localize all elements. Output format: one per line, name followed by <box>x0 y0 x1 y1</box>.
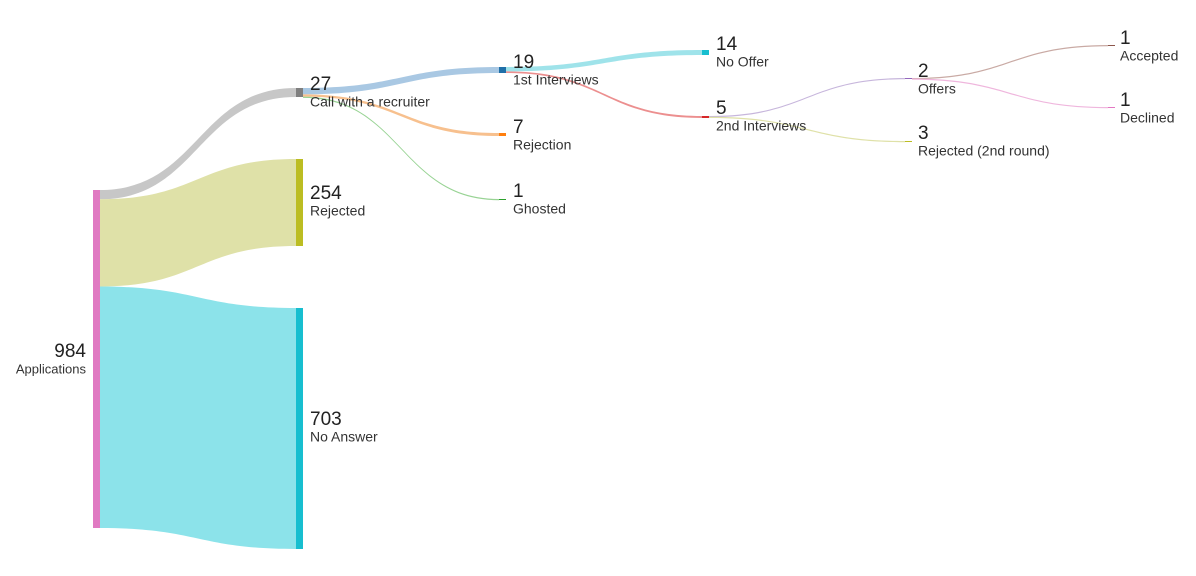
node-bar-no_answer <box>296 308 303 549</box>
nodes-layer <box>93 45 1115 549</box>
link-applications-to-call <box>100 88 296 200</box>
node-value-no_offer: 14 <box>716 34 738 55</box>
node-value-rejected: 254 <box>310 183 342 204</box>
node-label-ghosted: Ghosted <box>513 201 566 217</box>
node-label-call: Call with a recruiter <box>310 94 430 110</box>
node-value-ghosted: 1 <box>513 181 524 202</box>
node-value-first_interviews: 19 <box>513 52 534 73</box>
node-label-rejected_2nd: Rejected (2nd round) <box>918 143 1050 159</box>
node-value-declined: 1 <box>1120 90 1131 111</box>
link-first_interviews-to-second_interviews <box>506 71 702 118</box>
node-bar-rejected_2nd <box>905 141 912 142</box>
node-bar-second_interviews <box>702 116 709 118</box>
node-bar-call <box>296 88 303 97</box>
node-label-declined: Declined <box>1120 110 1174 126</box>
node-label-rejection: Rejection <box>513 137 571 153</box>
node-value-accepted: 1 <box>1120 28 1131 49</box>
node-value-call: 27 <box>310 74 331 95</box>
node-label-accepted: Accepted <box>1120 48 1178 64</box>
link-call-to-ghosted <box>303 96 499 201</box>
node-bar-ghosted <box>499 199 506 200</box>
link-first_interviews-to-no_offer <box>506 50 702 72</box>
links-layer <box>100 45 1108 549</box>
node-bar-rejection <box>499 133 506 136</box>
link-applications-to-no_answer <box>100 286 296 549</box>
node-value-applications: 984 <box>54 341 86 362</box>
link-offers-to-declined <box>912 78 1108 109</box>
node-label-offers: Offers <box>918 81 956 97</box>
node-label-no_offer: No Offer <box>716 54 769 70</box>
node-bar-offers <box>905 78 912 79</box>
node-bar-first_interviews <box>499 67 506 73</box>
link-applications-to-rejected <box>100 159 296 287</box>
node-label-first_interviews: 1st Interviews <box>513 72 599 88</box>
node-label-no_answer: No Answer <box>310 429 378 445</box>
node-value-rejection: 7 <box>513 117 524 138</box>
link-second_interviews-to-rejected_2nd <box>709 116 905 143</box>
node-bar-applications <box>93 190 100 528</box>
node-label-rejected: Rejected <box>310 203 365 219</box>
node-bar-declined <box>1108 107 1115 108</box>
node-bar-no_offer <box>702 50 709 55</box>
node-label-second_interviews: 2nd Interviews <box>716 118 806 134</box>
node-bar-accepted <box>1108 45 1115 46</box>
link-second_interviews-to-offers <box>709 78 905 118</box>
link-offers-to-accepted <box>912 45 1108 80</box>
link-call-to-rejection <box>303 94 499 136</box>
node-bar-rejected <box>296 159 303 246</box>
node-value-rejected_2nd: 3 <box>918 123 929 144</box>
node-value-no_answer: 703 <box>310 409 342 430</box>
node-label-applications: Applications <box>16 361 87 376</box>
link-call-to-first_interviews <box>303 67 499 95</box>
node-value-second_interviews: 5 <box>716 98 727 119</box>
node-value-offers: 2 <box>918 61 929 82</box>
